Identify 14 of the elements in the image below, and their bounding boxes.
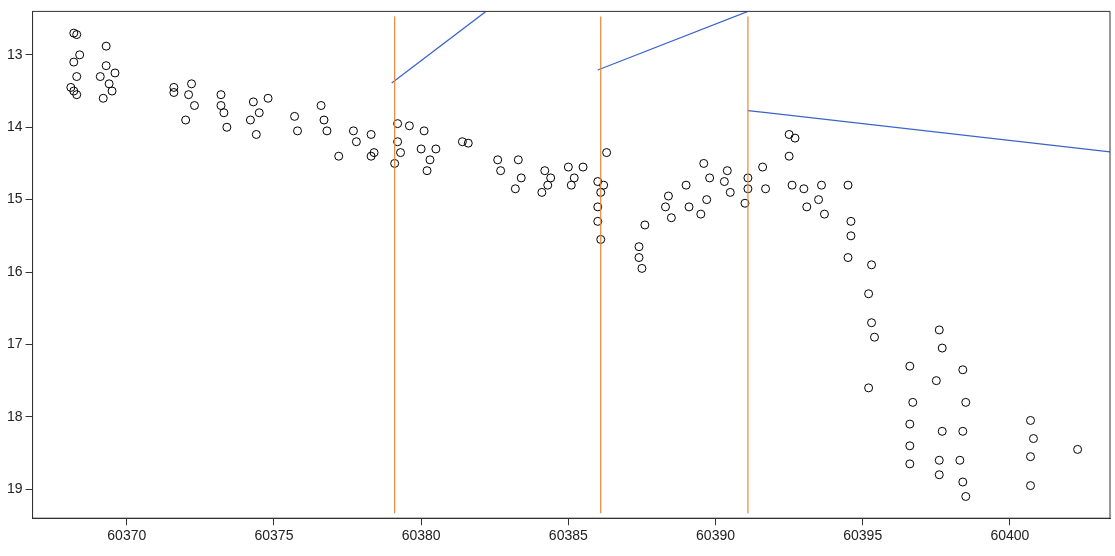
y-tick-label: 17 [6, 335, 23, 352]
y-tick-label: 14 [6, 118, 23, 135]
y-tick-label: 19 [6, 480, 23, 497]
y-tick-label: 15 [6, 190, 23, 207]
x-tick-label: 60400 [990, 527, 1030, 544]
x-tick-label: 60385 [548, 527, 589, 544]
x-tick-label: 60390 [696, 527, 736, 544]
x-tick-label: 60395 [843, 527, 883, 544]
x-tick-label: 60380 [401, 527, 441, 544]
y-tick-label: 13 [6, 45, 23, 62]
y-tick-label: 18 [6, 407, 23, 424]
x-tick-label: 60370 [107, 527, 147, 544]
y-tick-label: 16 [6, 262, 23, 279]
x-tick-label: 60375 [254, 527, 294, 544]
